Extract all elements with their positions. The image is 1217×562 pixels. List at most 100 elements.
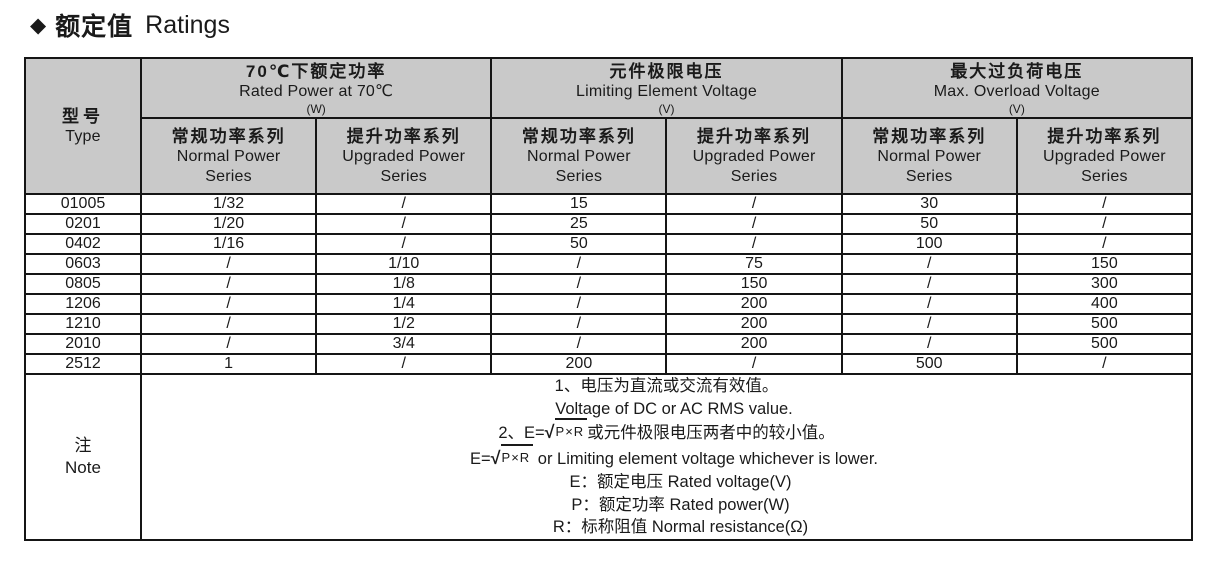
cell: / [139,293,318,315]
cell: / [665,213,843,235]
group-header-limiting-voltage: 元件极限电压 Limiting Element Voltage (V) [490,57,843,119]
column-header-type: 型号 Type [24,57,142,195]
cell-type: 2010 [24,333,142,355]
note-line-1-en: Voltage of DC or AC RMS value. [555,399,793,418]
cell: / [490,293,668,315]
cell: / [490,253,668,275]
group-header-unit: (V) [658,101,675,116]
cell-type: 2512 [24,353,142,375]
note-line-1-zh: 1、电压为直流或交流有效值。 [554,377,779,395]
cell: 75 [665,253,843,275]
ratings-table-body: 01005 1/32 / 15 / 30 / 0201 1/20 / 25 / … [24,193,1194,541]
sqrt-radicand: P×R [500,443,534,470]
cell-type: 1206 [24,293,142,315]
group-header-unit: (W) [306,101,326,116]
cell: 50 [840,213,1018,235]
note-line-E: E：额定电压 Rated voltage(V) [569,473,792,491]
cell: 500 [1015,333,1194,355]
subheader-zh: 提升功率系列 [1047,126,1162,146]
cell: / [139,333,318,355]
group-header-zh: 元件极限电压 [609,61,724,81]
table-row: 2512 1 / 200 / 500 / [24,353,1194,375]
subheader-zh: 提升功率系列 [346,126,461,146]
cell: 1/8 [315,273,493,295]
cell: 300 [1015,273,1194,295]
cell-type: 0201 [24,213,142,235]
cell: 200 [665,333,843,355]
subheader-zh: 提升功率系列 [697,126,812,146]
group-header-unit: (V) [1008,101,1025,116]
cell-type: 01005 [24,193,142,215]
subheader-zh: 常规功率系列 [171,126,286,146]
cell: / [840,333,1018,355]
note-line-2-zh: 2、E=√P×R 或元件极限电压两者中的较小值。 [142,418,1191,446]
cell: / [665,233,843,255]
cell: 1 [139,353,318,375]
subheader-normal-power-1: 常规功率系列 Normal Power Series [139,117,318,195]
group-header-en: Limiting Element Voltage [576,82,757,100]
note-text: 2、E= [498,424,545,442]
column-header-type-zh: 型号 [62,106,104,126]
subheader-zh: 常规功率系列 [872,126,987,146]
cell: / [840,253,1018,275]
table-row: 2010 / 3/4 / 200 / 500 [24,333,1194,355]
table-row: 1210 / 1/2 / 200 / 500 [24,313,1194,335]
cell: 150 [665,273,843,295]
note-line-R: R：标称阻值 Normal resistance(Ω) [552,518,809,536]
cell: / [315,233,493,255]
ratings-table-header: 型号 Type 70℃下额定功率 Rated Power at 70℃ (W) … [24,57,1194,195]
subheader-en: Upgraded Power Series [692,147,816,185]
cell: 1/16 [139,233,318,255]
cell: 25 [490,213,668,235]
section-title-zh: 额定值 [55,13,134,41]
table-row: 0603 / 1/10 / 75 / 150 [24,253,1194,275]
note-line-P: P：额定功率 Rated power(W) [571,495,790,514]
note-text: E= [469,449,491,468]
ratings-table: 型号 Type 70℃下额定功率 Rated Power at 70℃ (W) … [24,57,1194,541]
subheader-en: Normal Power Series [877,147,982,185]
cell: / [665,193,843,215]
subheader-en: Upgraded Power Series [1042,147,1166,185]
cell: 500 [840,353,1018,375]
cell: / [840,293,1018,315]
group-header-en: Rated Power at 70℃ [239,82,394,100]
cell: / [315,353,493,375]
note-text: 或元件极限电压两者中的较小值。 [587,424,835,442]
cell-type: 1210 [24,313,142,335]
note-row: 注 Note 1、电压为直流或交流有效值。 Voltage of DC or A… [24,373,1193,541]
table-row: 0402 1/16 / 50 / 100 / [24,233,1194,255]
subheader-upgraded-power-3: 提升功率系列 Upgraded Power Series [1015,117,1194,195]
cell: 1/4 [315,293,493,315]
cell: / [139,273,318,295]
subheader-en: Upgraded Power Series [342,147,466,185]
cell-type: 0805 [24,273,142,295]
cell: / [1015,213,1194,235]
cell: / [315,213,493,235]
cell: / [139,313,318,335]
note-line-2-en: E=√P×R or Limiting element voltage which… [142,443,1191,472]
cell: 200 [490,353,668,375]
table-row: 0201 1/20 / 25 / 50 / [24,213,1194,235]
subheader-normal-power-2: 常规功率系列 Normal Power Series [490,117,668,195]
cell-type: 0402 [24,233,142,255]
cell: 500 [1015,313,1194,335]
cell: / [1015,233,1194,255]
sqrt-symbol: √ [544,422,555,442]
group-header-zh: 70℃下额定功率 [245,61,387,81]
cell: 1/10 [315,253,493,275]
cell: / [840,273,1018,295]
column-header-type-en: Type [65,127,101,145]
section-title-en: Ratings [145,10,230,39]
cell: / [490,333,668,355]
cell: 200 [665,293,843,315]
note-content: 1、电压为直流或交流有效值。 Voltage of DC or AC RMS v… [140,373,1193,541]
cell-type: 0603 [24,253,142,275]
cell: / [840,313,1018,335]
note-label-en: Note [65,457,101,477]
subheader-en: Normal Power Series [176,147,281,185]
group-header-en: Max. Overload Voltage [933,82,1100,100]
cell: 100 [840,233,1018,255]
cell: 400 [1015,293,1194,315]
note-label: 注 Note [24,373,142,541]
